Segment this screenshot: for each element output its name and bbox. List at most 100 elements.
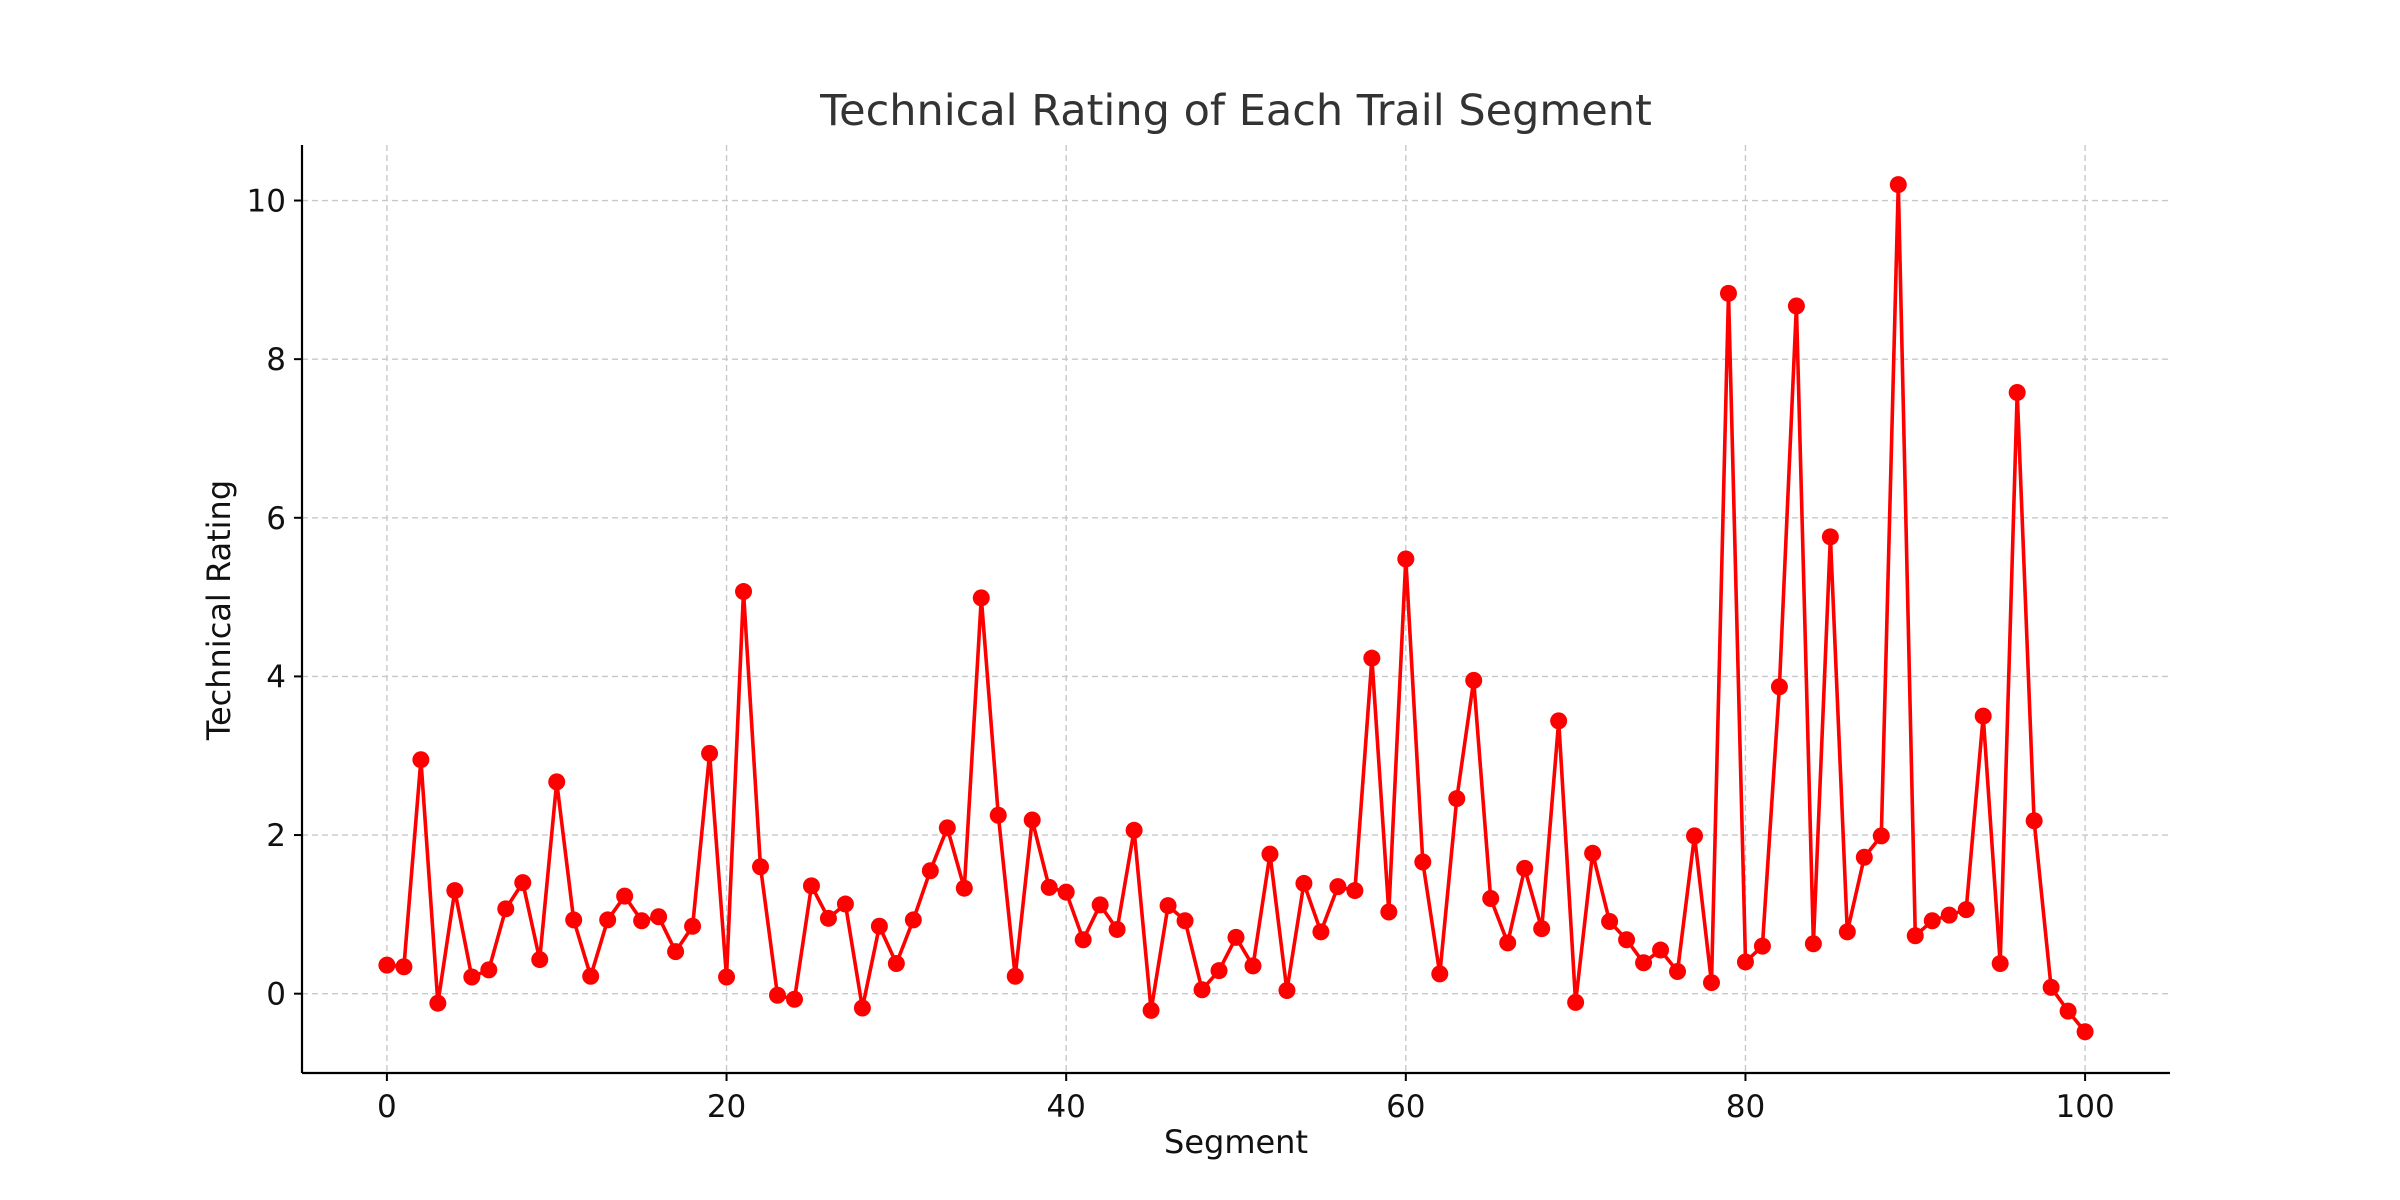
data-point — [1125, 821, 1143, 839]
data-point — [904, 911, 922, 929]
data-point — [1040, 878, 1058, 896]
data-point — [1210, 962, 1228, 980]
data-point — [1499, 934, 1517, 952]
data-point — [1787, 297, 1805, 315]
data-point — [718, 968, 736, 986]
x-tick-label: 100 — [2056, 1089, 2115, 1125]
data-point — [1023, 811, 1041, 829]
data-point — [1363, 649, 1381, 667]
data-point — [1940, 906, 1958, 924]
data-point — [1601, 913, 1619, 931]
data-point — [752, 858, 770, 876]
data-point — [1584, 844, 1602, 862]
data-point — [1227, 928, 1245, 946]
data-point — [395, 958, 413, 976]
x-tick-label: 40 — [1046, 1089, 1085, 1125]
data-point — [972, 589, 990, 607]
y-tick-label: 4 — [266, 659, 286, 695]
data-point — [1652, 941, 1670, 959]
data-point — [497, 900, 515, 918]
data-point — [565, 911, 583, 929]
data-point — [1193, 981, 1211, 999]
data-point — [514, 874, 532, 892]
y-tick-label: 8 — [266, 342, 286, 378]
data-point — [1736, 953, 1754, 971]
data-point — [701, 744, 719, 762]
axis-ticks: 0 20 40 60 80 100 0 2 4 6 8 10 — [247, 184, 2115, 1125]
data-point — [480, 961, 498, 979]
data-point — [853, 999, 871, 1017]
data-point — [1465, 671, 1483, 689]
data-point — [412, 751, 430, 769]
data-point — [887, 955, 905, 973]
data-point — [1889, 176, 1907, 194]
data-point — [429, 994, 447, 1012]
data-point — [836, 895, 854, 913]
axes-spines — [300, 145, 2170, 1075]
data-point — [1855, 848, 1873, 866]
data-point — [768, 986, 786, 1004]
data-point — [735, 583, 753, 601]
data-point — [1872, 827, 1890, 845]
data-point — [1550, 712, 1568, 730]
data-point — [1380, 903, 1398, 921]
data-point — [531, 951, 549, 969]
data-point — [1719, 284, 1737, 302]
data-point — [1261, 845, 1279, 863]
x-tick-label: 60 — [1386, 1089, 1425, 1125]
data-point — [667, 943, 685, 961]
x-axis-label: Segment — [1164, 1123, 1308, 1161]
data-point — [1006, 967, 1024, 985]
data-point — [2059, 1002, 2077, 1020]
data-point — [582, 967, 600, 985]
data-point — [1312, 923, 1330, 941]
data-point — [1329, 878, 1347, 896]
data-point — [1482, 890, 1500, 908]
data-point — [1295, 874, 1313, 892]
x-tick-label: 20 — [707, 1089, 746, 1125]
data-point — [2042, 978, 2060, 996]
data-point — [1346, 882, 1364, 900]
data-point — [1397, 550, 1415, 568]
x-tick-label: 0 — [377, 1089, 397, 1125]
data-point — [1159, 897, 1177, 915]
data-point — [446, 882, 464, 900]
data-point — [1702, 974, 1720, 992]
data-point — [1770, 678, 1788, 696]
data-point — [1057, 883, 1075, 901]
data-point — [785, 990, 803, 1008]
data-point — [819, 909, 837, 927]
data-point — [1821, 528, 1839, 546]
data-point — [1686, 827, 1704, 845]
data-point — [1567, 993, 1585, 1011]
data-point — [1957, 901, 1975, 919]
data-point — [1906, 927, 1924, 945]
data-point — [1431, 965, 1449, 983]
data-point — [1635, 954, 1653, 972]
data-point — [1278, 982, 1296, 1000]
data-point — [955, 879, 973, 897]
data-point — [1974, 707, 1992, 725]
data-point — [616, 887, 634, 905]
data-point — [1448, 790, 1466, 808]
data-point — [1176, 912, 1194, 930]
x-tick-label: 80 — [1726, 1089, 1765, 1125]
y-tick-label: 10 — [247, 184, 286, 220]
data-point — [1414, 853, 1432, 871]
chart-title: Technical Rating of Each Trail Segment — [819, 86, 1652, 136]
y-tick-label: 0 — [266, 977, 286, 1013]
data-point — [548, 773, 566, 791]
data-point — [1669, 962, 1687, 980]
data-point — [989, 806, 1007, 824]
data-point — [1108, 920, 1126, 938]
data-point — [1838, 923, 1856, 941]
grid-lines — [302, 145, 2170, 1073]
data-point — [599, 911, 617, 929]
data-point — [938, 819, 956, 837]
data-point — [1618, 931, 1636, 949]
data-point — [2025, 812, 2043, 830]
data-point — [378, 956, 396, 974]
series-line — [386, 182, 2087, 1033]
data-point — [1142, 1001, 1160, 1019]
